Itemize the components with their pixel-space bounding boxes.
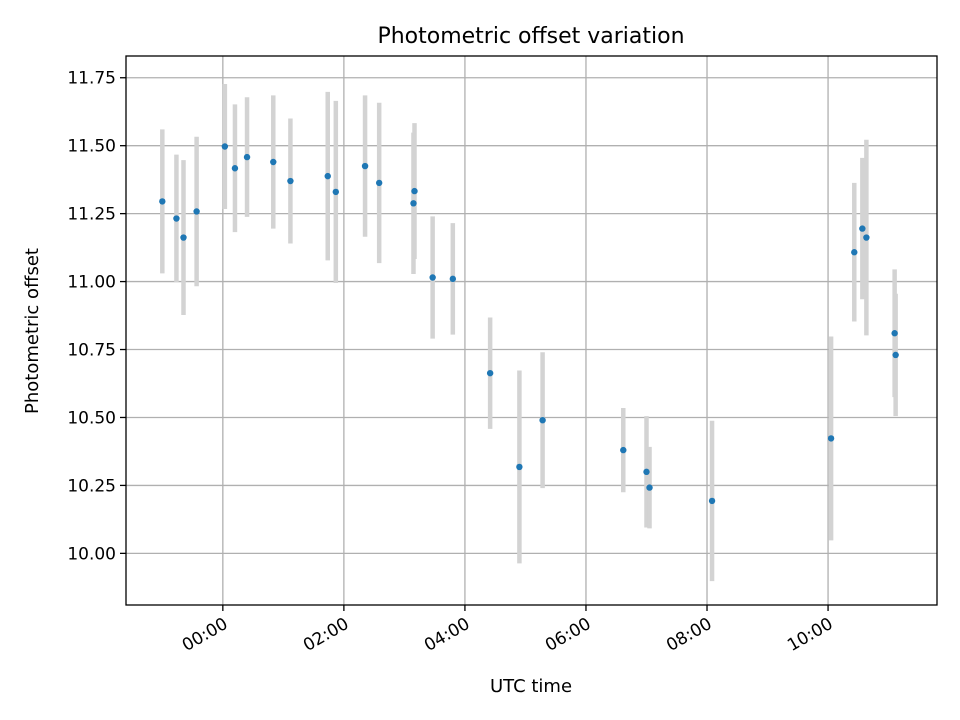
x-axis-ticks: 00:00 02:00 04:00 06:00 08:00 10:00 [179,605,837,656]
data-point [708,497,716,505]
data-point [851,249,858,256]
data-point [180,234,187,241]
y-tick-label: 10.75 [67,341,116,361]
data-point [859,225,866,232]
y-tick-label: 10.00 [67,544,116,564]
data-point [243,153,251,161]
x-tick-label: 02:00 [300,614,352,656]
data-point [270,158,277,166]
y-tick-label: 10.25 [67,476,116,496]
data-point [449,275,457,283]
data-point [892,351,899,359]
x-tick-label: 06:00 [542,614,594,656]
x-tick-label: 00:00 [179,614,231,656]
data-point [410,200,417,207]
data-point [486,369,494,377]
grid-lines [126,56,937,605]
y-tick-label: 11.00 [67,273,116,293]
data-point [643,468,650,476]
data-point [891,330,898,337]
data-point [231,165,239,172]
y-tick-label: 11.25 [67,205,116,225]
y-tick-label: 11.75 [67,69,116,89]
y-axis-label: Photometric offset [22,248,43,414]
data-points [159,143,899,505]
x-tick-label: 08:00 [663,614,715,656]
data-point [173,215,180,222]
data-point [539,416,546,424]
data-point [332,188,340,196]
data-point [361,162,369,170]
data-point [863,234,870,241]
x-tick-label: 04:00 [421,614,473,656]
data-point [411,187,418,195]
data-point [324,172,331,180]
x-tick-label: 10:00 [784,614,836,656]
data-point [375,179,383,187]
data-point [620,446,627,454]
data-point [193,208,200,215]
y-tick-label: 10.50 [67,408,116,428]
data-point [429,274,436,281]
y-tick-label: 11.50 [67,137,116,157]
data-point [287,177,294,185]
chart-title: Photometric offset variation [377,24,684,49]
data-point [827,435,835,442]
x-axis-label: UTC time [490,676,572,697]
data-point [646,484,653,491]
y-axis-ticks: 10.00 10.25 10.50 10.75 11.00 11.25 11.50 11.75 [67,69,126,564]
data-point [516,463,523,471]
data-point [159,198,166,205]
error-bars [160,83,898,582]
data-point [221,143,229,150]
plot-frame [125,55,938,606]
